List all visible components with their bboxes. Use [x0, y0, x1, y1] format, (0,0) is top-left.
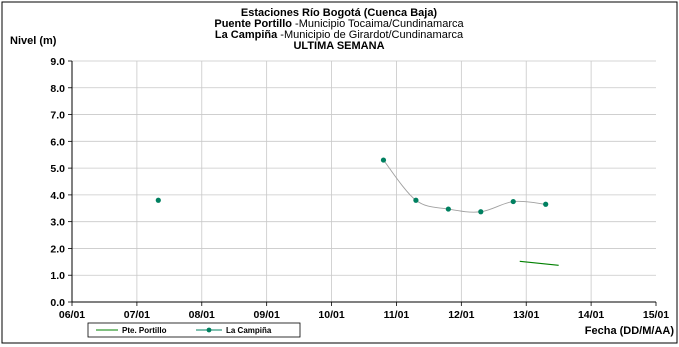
- y-tick-label: 3.0: [50, 217, 65, 229]
- y-tick-label: 1.0: [50, 270, 65, 282]
- data-point-la-campi-a: [445, 206, 451, 212]
- y-tick-label: 0.0: [50, 297, 65, 309]
- x-tick-label: 13/01: [513, 309, 539, 321]
- y-tick-label: 6.0: [50, 136, 65, 148]
- legend-label-pte-portillo: Pte. Portillo: [122, 326, 167, 335]
- data-point-la-campi-a: [478, 209, 484, 215]
- chart-title-line-3: La Campiña -Municipio de Girardot/Cundin…: [215, 29, 464, 41]
- x-tick-label: 08/01: [189, 309, 215, 321]
- data-point-la-campi-a: [413, 197, 419, 203]
- x-tick-label: 11/01: [384, 309, 410, 321]
- x-tick-label: 15/01: [643, 309, 669, 321]
- series-line-pte-portillo: [519, 260, 559, 266]
- legend: Pte. Portillo La Campiña: [87, 322, 301, 338]
- y-tick-label: 8.0: [50, 83, 65, 95]
- x-tick-label: 12/01: [448, 309, 474, 321]
- chart-title-line-4: ULTIMA SEMANA: [293, 40, 384, 52]
- legend-marker-la-campina: [206, 327, 212, 333]
- data-point-la-campi-a: [510, 198, 516, 205]
- y-axis-label: Nivel (m): [10, 35, 57, 47]
- legend-box: [87, 322, 301, 338]
- x-tick-label: 07/01: [124, 309, 150, 321]
- y-tick-label: 7.0: [50, 110, 65, 122]
- series-line-la-campi-a: [383, 159, 546, 213]
- gridlines: [72, 60, 656, 302]
- y-tick-label: 4.0: [50, 190, 65, 202]
- series: [155, 157, 559, 266]
- x-tick-labels: 06/01 07/01 08/01 09/01 10/01 11/01 12/01 13/01…: [59, 309, 669, 321]
- x-tick-label: 09/01: [254, 309, 280, 321]
- x-tick-label: 10/01: [318, 309, 344, 321]
- x-tick-label: 06/01: [59, 309, 85, 321]
- data-point-la-campi-a: [543, 201, 549, 207]
- x-axis-label: Fecha (DD/M/AA): [585, 325, 675, 337]
- y-tick-label: 2.0: [50, 243, 65, 255]
- chart-title-line-2: Puente Portillo -Municipio Tocaima/Cundi…: [214, 18, 464, 30]
- chart-title-line-1: Estaciones Río Bogotá (Cuenca Baja): [241, 7, 438, 19]
- y-tick-label: 5.0: [50, 163, 65, 175]
- legend-label-la-campina: La Campiña: [226, 326, 272, 335]
- x-tick-label: 14/01: [578, 309, 604, 321]
- data-point-la-campi-a: [155, 197, 161, 203]
- y-tick-labels: 0.0 1.0 2.0 3.0 4.0 5.0 6.0 7.0 8.0 9.0: [50, 56, 65, 309]
- data-point-la-campi-a: [380, 157, 387, 163]
- y-tick-label: 9.0: [50, 56, 65, 68]
- axes: [68, 60, 657, 306]
